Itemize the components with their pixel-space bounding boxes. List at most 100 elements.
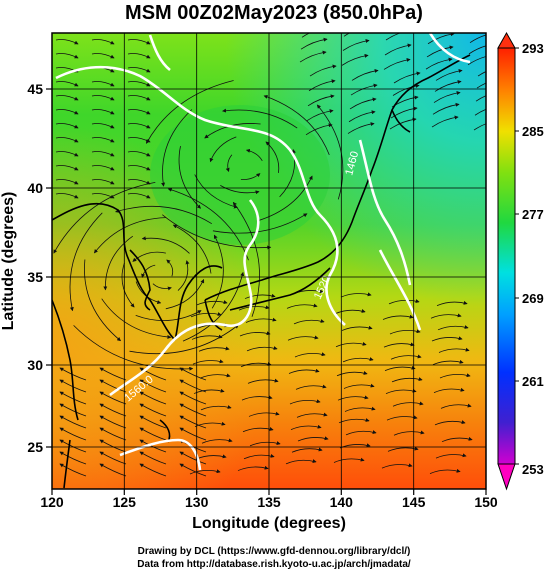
streamline [139, 403, 167, 417]
streamline [433, 387, 465, 393]
streamline [390, 106, 418, 119]
streamline [152, 283, 172, 291]
streamline [344, 406, 376, 412]
streamline [239, 331, 271, 337]
streamline [139, 463, 167, 477]
streamline [135, 310, 202, 321]
streamline [55, 165, 79, 171]
streamline [55, 53, 79, 59]
streamline [91, 95, 115, 101]
streamline [127, 137, 151, 143]
colorbar-tick-label: 261 [522, 374, 544, 389]
streamline [209, 136, 237, 163]
streamline [139, 379, 167, 393]
streamline [139, 427, 167, 441]
graticule [52, 33, 486, 489]
streamline [334, 309, 366, 315]
y-tick-label: 35 [27, 269, 43, 285]
streamline [127, 67, 151, 73]
streamline [389, 329, 421, 335]
streamline [55, 95, 79, 101]
streamline [309, 64, 337, 77]
streamline [161, 109, 193, 187]
streamline [427, 33, 455, 45]
streamline [220, 185, 260, 195]
streamline [59, 427, 87, 441]
streamline [350, 83, 378, 96]
streamline [165, 278, 205, 310]
credit-drawing: Drawing by DCL (https://www.gfd-dennou.o… [137, 546, 411, 557]
streamline [189, 469, 221, 475]
streamline [341, 53, 369, 66]
streamline [55, 81, 79, 87]
streamline [438, 347, 470, 353]
x-axis-ticks [51, 489, 487, 495]
y-axis-ticks [46, 88, 52, 448]
streamline [343, 383, 375, 389]
x-axis-tick-labels: 120 125 130 135 140 145 150 [40, 494, 498, 510]
x-tick-label: 140 [330, 494, 354, 510]
streamline [440, 403, 472, 409]
streamline [333, 457, 365, 463]
streamline [127, 123, 151, 129]
streamline [381, 463, 413, 469]
streamline [55, 179, 79, 185]
streamline [162, 214, 272, 250]
streamline [194, 421, 226, 427]
streamline [172, 224, 212, 274]
streamline [435, 453, 467, 459]
streamline [141, 264, 156, 278]
streamline [436, 300, 468, 307]
height-contours [55, 33, 471, 471]
streamline [384, 43, 412, 56]
streamline [383, 342, 415, 348]
streamline [91, 53, 115, 59]
streamline [469, 34, 486, 44]
streamline [293, 319, 325, 325]
streamline [289, 399, 321, 405]
streamline [201, 438, 233, 444]
streamline [439, 373, 471, 379]
streamline [247, 378, 279, 384]
streamline [84, 259, 122, 342]
streamline [127, 109, 151, 115]
streamline [127, 179, 151, 185]
streamline [296, 412, 328, 418]
streamline [101, 298, 172, 339]
streamline [200, 405, 232, 411]
streamline [55, 151, 79, 157]
streamline [256, 175, 313, 222]
streamline [93, 217, 166, 254]
streamline [182, 271, 245, 342]
streamline [53, 182, 156, 254]
streamline [429, 468, 461, 474]
streamline [347, 122, 375, 134]
streamline [139, 391, 167, 405]
colorbar: 293 285 277 269 261 253 [497, 31, 544, 491]
streamline [179, 379, 207, 393]
streamline [435, 68, 463, 81]
streamline [476, 82, 486, 89]
streamline [179, 427, 207, 441]
streamline [431, 115, 459, 128]
x-tick-label: 130 [185, 494, 209, 510]
streamline [127, 193, 151, 199]
streamline [342, 357, 374, 363]
x-tick-label: 125 [113, 494, 137, 510]
streamline [179, 463, 207, 477]
streamline [91, 165, 115, 171]
streamline [91, 151, 115, 157]
streamline [288, 368, 320, 374]
streamline [348, 110, 376, 123]
streamline [249, 441, 281, 447]
streamline [127, 165, 151, 171]
streamline [166, 259, 174, 277]
streamline [127, 151, 151, 157]
streamline [477, 71, 486, 77]
streamline [103, 235, 134, 291]
streamline [295, 384, 327, 390]
streamline [242, 427, 274, 433]
streamline [441, 436, 473, 443]
streamline [340, 292, 372, 298]
streamline [432, 359, 464, 366]
